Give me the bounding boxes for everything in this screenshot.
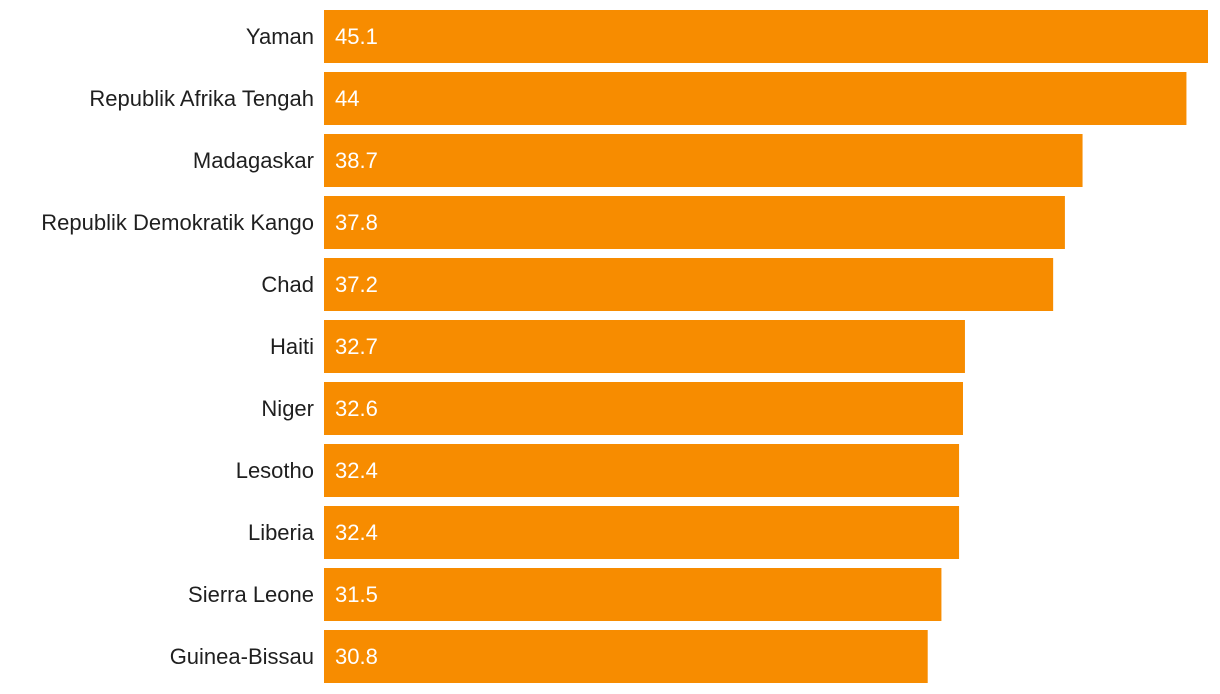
value-label-2: 38.7	[335, 148, 378, 173]
bar-1	[324, 72, 1187, 125]
category-label-6: Niger	[261, 396, 314, 421]
value-label-10: 30.8	[335, 644, 378, 669]
bar-5	[324, 320, 965, 373]
bar-2	[324, 134, 1083, 187]
category-labels-layer: Yaman Republik Afrika Tengah Madagaskar Rep…	[41, 24, 314, 669]
category-label-9: Sierra Leone	[188, 582, 314, 607]
value-label-3: 37.8	[335, 210, 378, 235]
bar-10	[324, 630, 928, 683]
value-label-8: 32.4	[335, 520, 378, 545]
bar-9	[324, 568, 942, 621]
value-label-0: 45.1	[335, 24, 378, 49]
category-label-0: Yaman	[246, 24, 314, 49]
category-label-1: Republik Afrika Tengah	[89, 86, 314, 111]
bar-0	[324, 10, 1208, 63]
value-label-6: 32.6	[335, 396, 378, 421]
category-label-8: Liberia	[248, 520, 315, 545]
value-labels-layer: 45.1 44 38.7 37.8 37.2 32.7 32.6 32.4 32.4 31.5 30…	[335, 24, 378, 669]
bar-6	[324, 382, 963, 435]
category-label-5: Haiti	[270, 334, 314, 359]
value-label-9: 31.5	[335, 582, 378, 607]
category-label-4: Chad	[261, 272, 314, 297]
value-label-5: 32.7	[335, 334, 378, 359]
value-label-7: 32.4	[335, 458, 378, 483]
category-label-7: Lesotho	[236, 458, 314, 483]
bar-8	[324, 506, 960, 559]
category-label-2: Madagaskar	[193, 148, 314, 173]
category-label-10: Guinea-Bissau	[170, 644, 314, 669]
value-label-4: 37.2	[335, 272, 378, 297]
bar-7	[324, 444, 960, 497]
bar-4	[324, 258, 1054, 311]
category-label-3: Republik Demokratik Kango	[41, 210, 314, 235]
bars-layer	[324, 10, 1208, 683]
value-label-1: 44	[335, 86, 359, 111]
bar-3	[324, 196, 1065, 249]
